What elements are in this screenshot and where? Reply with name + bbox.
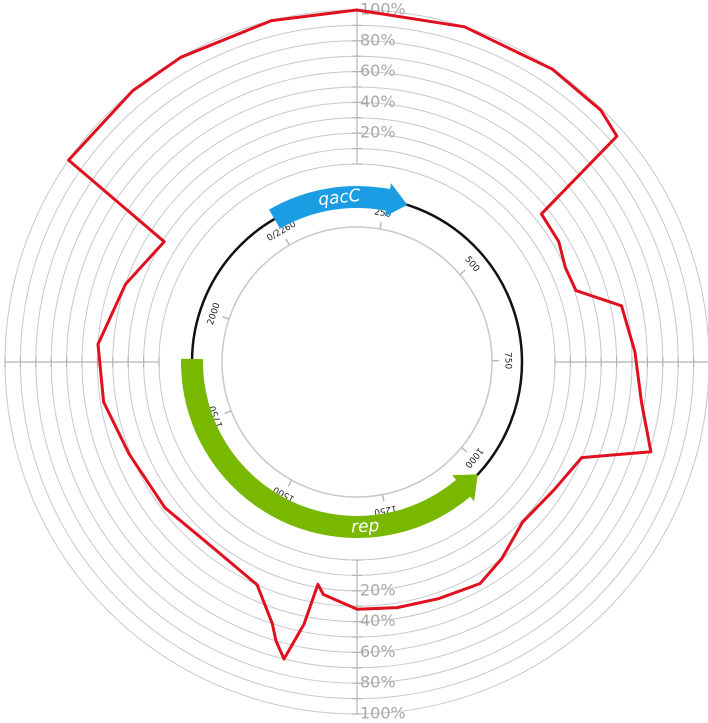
r-tick-label: 80%: [360, 673, 396, 692]
grid-ring: [159, 164, 555, 560]
position-tick: [225, 411, 232, 414]
position-tick: [286, 239, 290, 245]
position-tick-label: 750: [502, 352, 512, 370]
r-tick-label: 60%: [360, 61, 396, 80]
r-tick-label: 60%: [360, 642, 396, 661]
position-tick-label: 1000: [462, 445, 484, 469]
position-tick: [288, 480, 291, 486]
r-tick-label: 40%: [360, 92, 396, 111]
position-tick: [382, 495, 383, 502]
feature-label: rep: [351, 516, 380, 537]
position-tick: [380, 222, 381, 229]
position-tick: [461, 447, 466, 451]
position-tick-label: 2000: [206, 301, 223, 326]
r-tick-label: 20%: [360, 580, 396, 599]
r-tick-label: 40%: [360, 611, 396, 630]
position-tick-label: 500: [462, 255, 481, 275]
r-tick-label: 80%: [360, 30, 396, 49]
position-circle: [222, 227, 492, 497]
grid-ring: [97, 102, 616, 621]
r-tick-label: 20%: [360, 123, 396, 142]
grid-ring: [82, 87, 632, 637]
position-tick: [460, 270, 465, 275]
r-tick-label: 100%: [360, 704, 406, 720]
feature-arrow: [181, 359, 478, 538]
position-tick: [222, 317, 229, 319]
